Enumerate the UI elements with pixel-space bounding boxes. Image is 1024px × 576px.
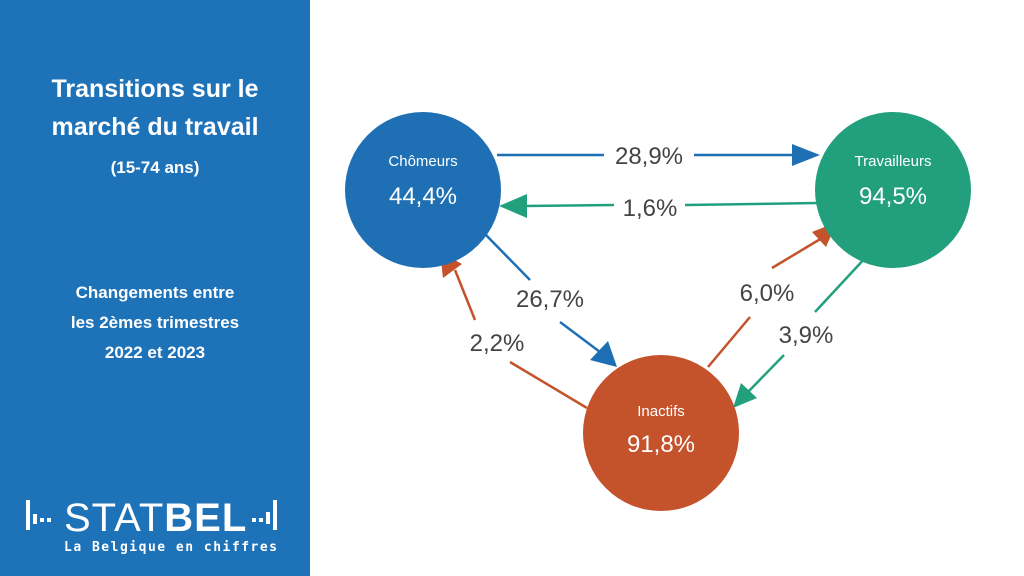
node-value: 94,5%	[859, 183, 927, 210]
flow-label-chomeurs-to-inactifs: 26,7%	[516, 286, 584, 313]
node-inactifs: Inactifs 91,8%	[583, 355, 739, 511]
arrow-travailleurs-to-inactifs	[814, 255, 868, 313]
arrow-inactifs-to-travailleurs-tail	[771, 236, 823, 270]
logo-tagline: La Belgique en chiffres	[64, 540, 279, 555]
node-chomeurs: Chômeurs 44,4%	[345, 112, 501, 268]
arrow-travailleurs-to-inactifs-tail	[747, 354, 785, 393]
arrowhead-icon	[590, 341, 617, 367]
node-value: 91,8%	[627, 431, 695, 458]
arrow-chomeurs-to-inactifs	[483, 232, 531, 281]
title-line: Transitions sur le	[51, 75, 259, 103]
arrowhead-icon	[499, 194, 527, 218]
node-value: 44,4%	[389, 183, 457, 210]
flow-label-inactifs-to-travailleurs: 6,0%	[740, 280, 795, 307]
period-line: Changements entre	[75, 283, 235, 302]
age-range: (15-74 ans)	[110, 158, 200, 177]
left-panel: Transitions sur le marché du travail (15…	[0, 0, 310, 576]
flow-label-travailleurs-to-chomeurs: 1,6%	[623, 195, 678, 222]
logo-wordmark: STATBEL	[64, 496, 248, 540]
arrow-travailleurs-to-chomeurs-tail	[524, 203, 615, 208]
period-description: Changements entre les 2èmes trimestres 2…	[0, 278, 310, 368]
node-travailleurs: Travailleurs 94,5%	[815, 112, 971, 268]
node-label: Inactifs	[637, 403, 685, 420]
node-label: Chômeurs	[388, 153, 457, 170]
period-line: 2022 et 2023	[104, 343, 206, 362]
title-line: marché du travail	[51, 113, 259, 141]
arrow-inactifs-to-chomeurs	[509, 360, 588, 410]
statbel-logo: STATBEL La Belgique en chiffres	[22, 494, 292, 564]
arrowhead-icon	[792, 144, 820, 166]
node-label: Travailleurs	[855, 153, 932, 170]
flow-label-inactifs-to-chomeurs: 2,2%	[470, 330, 525, 357]
flow-label-chomeurs-to-travailleurs: 28,9%	[615, 143, 683, 170]
arrow-inactifs-to-chomeurs-tail	[453, 269, 477, 321]
arrow-chomeurs-to-inactifs-tail	[559, 321, 601, 353]
flow-label-travailleurs-to-inactifs: 3,9%	[779, 322, 834, 349]
period-line: les 2èmes trimestres	[70, 313, 240, 332]
page-title: Transitions sur le marché du travail	[0, 70, 310, 146]
arrow-inactifs-to-travailleurs	[707, 316, 751, 368]
arrowhead-icon	[733, 383, 757, 408]
arrow-travailleurs-to-chomeurs	[684, 201, 819, 207]
